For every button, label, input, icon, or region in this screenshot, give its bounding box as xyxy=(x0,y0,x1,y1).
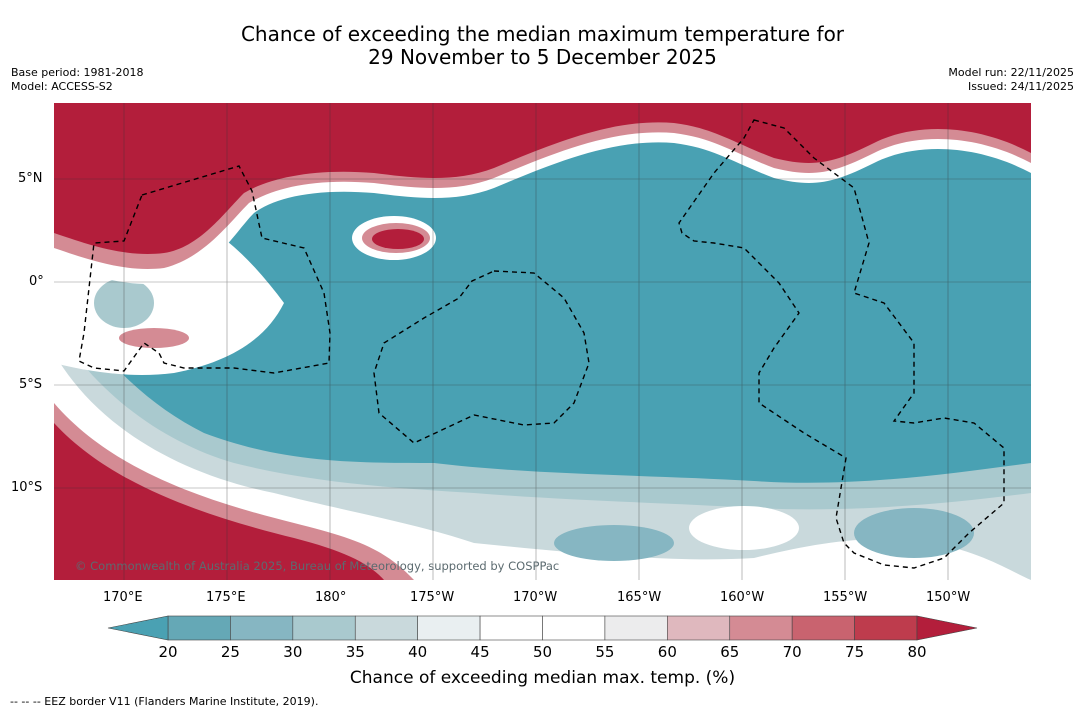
lat-tick: 0° xyxy=(29,274,44,289)
model-run: Model run: 22/11/2025 xyxy=(948,66,1074,79)
copyright-notice: © Commonwealth of Australia 2025, Bureau… xyxy=(75,559,560,573)
colorbar-segment xyxy=(604,615,668,641)
colorbar-tick-label: 55 xyxy=(595,643,615,661)
colorbar-segment xyxy=(354,615,418,641)
colorbar-segment xyxy=(479,615,543,641)
colorbar-segment xyxy=(542,615,606,641)
colorbar-tick-label: 25 xyxy=(220,643,240,661)
lon-tick: 160°W xyxy=(720,590,765,605)
lat-tick: 5°S xyxy=(19,377,43,392)
colorbar-segment xyxy=(791,615,855,641)
colorbar-tick-label: 35 xyxy=(345,643,365,661)
colorbar-tick-label: 70 xyxy=(782,643,802,661)
lon-tick: 175°W xyxy=(410,590,455,605)
colorbar-low-arrow xyxy=(107,615,169,641)
teal-patch-south xyxy=(554,525,674,561)
colorbar-tick-label: 30 xyxy=(283,643,303,661)
colorbar-tick-label: 40 xyxy=(408,643,428,661)
lon-tick: 180° xyxy=(315,590,347,605)
colorbar-title: Chance of exceeding median max. temp. (%… xyxy=(349,668,736,688)
map-canvas xyxy=(54,103,1031,580)
western-pink-patch xyxy=(119,328,189,348)
eez-borders xyxy=(78,119,1005,569)
lon-tick: 175°E xyxy=(206,590,246,605)
forecast-map xyxy=(54,103,1031,580)
lat-tick: 10°S xyxy=(11,480,43,495)
colorbar-tick-label: 20 xyxy=(158,643,178,661)
map-gridlines xyxy=(54,103,1031,580)
northern-red-region xyxy=(54,103,1031,254)
colorbar-segment xyxy=(667,615,731,641)
lon-tick: 165°W xyxy=(617,590,662,605)
southern-white-band xyxy=(54,353,1031,580)
lon-tick: 150°W xyxy=(926,590,971,605)
lon-tick: 155°W xyxy=(823,590,868,605)
colorbar-tick-label: 80 xyxy=(907,643,927,661)
colorbar-tick-label: 50 xyxy=(532,643,553,661)
map-subtitle: 29 November to 5 December 2025 xyxy=(368,45,717,69)
colorbar-tick-label: 60 xyxy=(657,643,677,661)
white-patch-south xyxy=(689,506,799,550)
colorbar-tick-label: 75 xyxy=(845,643,865,661)
colorbar-segments xyxy=(167,615,918,641)
teal-patch-south2 xyxy=(854,508,974,558)
lon-tick: 170°W xyxy=(513,590,558,605)
colorbar-segment xyxy=(417,615,481,641)
model-name: Model: ACCESS-S2 xyxy=(11,80,113,93)
red-blob xyxy=(372,229,424,249)
issued-date: Issued: 24/11/2025 xyxy=(967,80,1074,93)
lon-tick: 170°E xyxy=(103,590,143,605)
colorbar-high-arrow xyxy=(916,615,978,641)
lat-tick: 5°N xyxy=(18,171,43,186)
colorbar-tick-label: 45 xyxy=(470,643,490,661)
colorbar-tick-label: 65 xyxy=(720,643,740,661)
colorbar-segment xyxy=(729,615,793,641)
colorbar-segment xyxy=(292,615,356,641)
colorbar-segment xyxy=(230,615,294,641)
colorbar xyxy=(107,615,978,641)
colorbar-segment xyxy=(854,615,918,641)
base-period: Base period: 1981-2018 xyxy=(11,66,144,79)
map-title: Chance of exceeding the median maximum t… xyxy=(240,22,845,46)
southern-red-core xyxy=(54,423,384,580)
colorbar-segment xyxy=(167,615,231,641)
eez-legend-note: -- -- -- EEZ border V11 (Flanders Marine… xyxy=(10,695,319,708)
